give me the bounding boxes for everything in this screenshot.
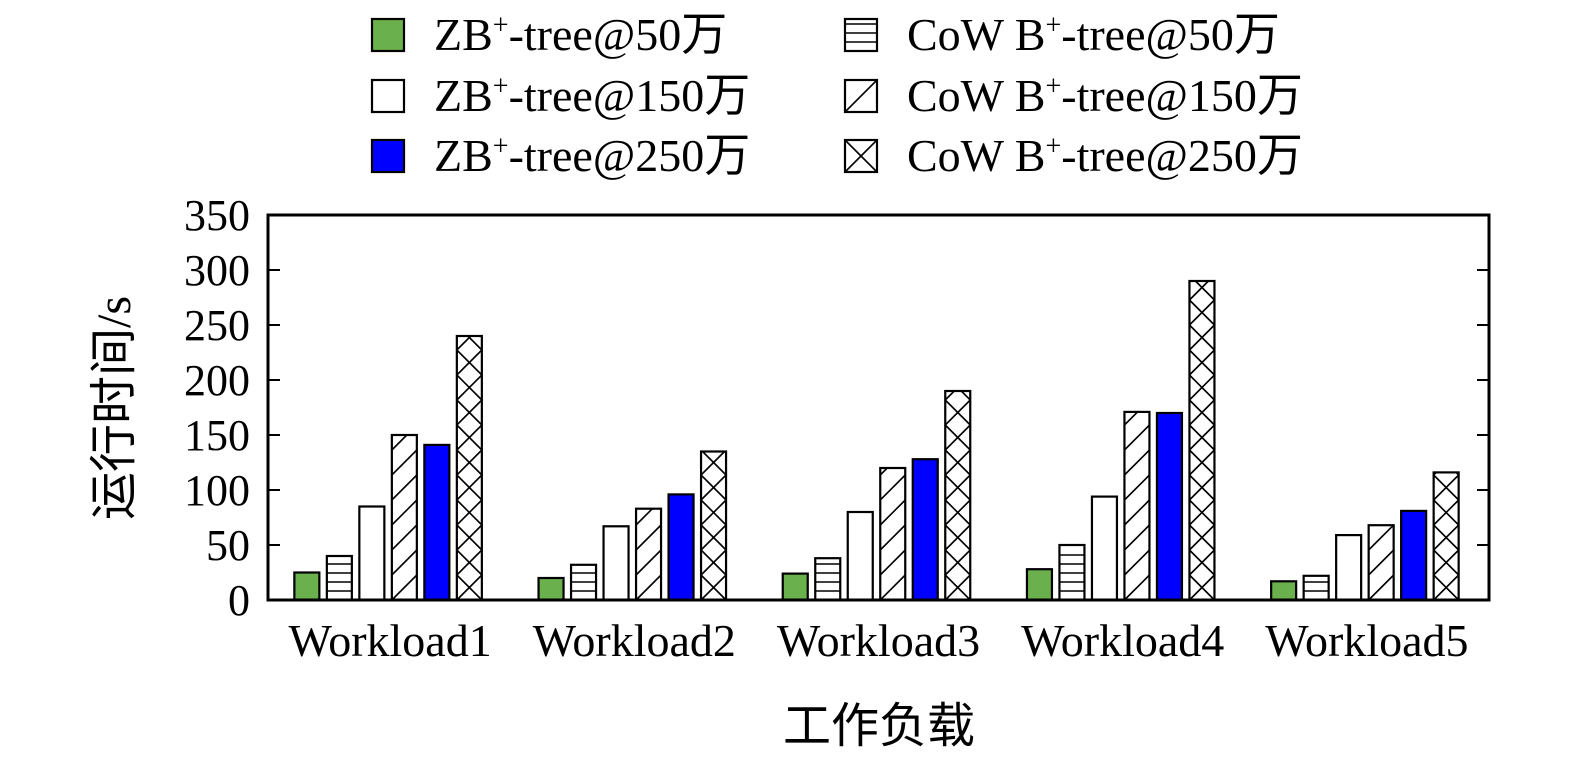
y-tick-label: 200 bbox=[184, 356, 250, 405]
x-tick-label: Workload2 bbox=[533, 615, 736, 666]
legend-label: CoW B+-tree@150万 bbox=[907, 70, 1303, 121]
bar bbox=[1025, 568, 1054, 602]
bar bbox=[814, 557, 842, 602]
bar bbox=[455, 334, 483, 602]
y-tick-label: 350 bbox=[184, 191, 250, 240]
legend-swatch bbox=[372, 80, 404, 112]
bar bbox=[1335, 533, 1363, 602]
bar bbox=[358, 505, 386, 602]
bar bbox=[1123, 410, 1151, 602]
bar bbox=[569, 563, 598, 602]
x-tick-label: Workload4 bbox=[1021, 615, 1224, 666]
bar bbox=[879, 466, 907, 602]
x-axis-title: 工作负载 bbox=[783, 700, 975, 753]
bar bbox=[846, 510, 874, 602]
bar bbox=[634, 507, 663, 602]
legend-item: ZB+-tree@150万 bbox=[370, 70, 750, 121]
y-axis: 0 50 100 150 200 250 300 350 bbox=[184, 191, 1489, 625]
legend-label: CoW B+-tree@250万 bbox=[907, 130, 1303, 181]
x-tick-label: Workload5 bbox=[1265, 615, 1468, 666]
bar bbox=[1302, 574, 1330, 602]
bar bbox=[1432, 471, 1460, 602]
legend-label: ZB+-tree@150万 bbox=[434, 70, 750, 121]
bars bbox=[293, 279, 1460, 602]
legend: ZB+-tree@50万 CoW B+-tree@50万 ZB+-tree@150万… bbox=[370, 9, 1303, 181]
bar bbox=[1090, 495, 1119, 602]
bar bbox=[325, 554, 353, 602]
bar bbox=[1188, 279, 1216, 602]
bar bbox=[1400, 509, 1428, 602]
legend-swatch bbox=[372, 19, 404, 51]
y-tick-label: 0 bbox=[228, 576, 250, 625]
legend-item: ZB+-tree@250万 bbox=[370, 130, 750, 181]
bar bbox=[602, 525, 630, 602]
bar bbox=[781, 572, 809, 602]
bar bbox=[1270, 580, 1298, 602]
bar bbox=[537, 576, 565, 602]
bar bbox=[1155, 411, 1184, 602]
legend-swatch bbox=[372, 140, 404, 172]
bar bbox=[667, 493, 695, 602]
x-axis: Workload1 Workload2 Workload3 Workload4 Work… bbox=[288, 615, 1468, 666]
bar bbox=[390, 433, 418, 602]
legend-item: ZB+-tree@50万 bbox=[370, 9, 727, 60]
y-axis-title: 运行时间/s bbox=[88, 296, 141, 520]
bar bbox=[1367, 524, 1395, 602]
x-tick-label: Workload3 bbox=[777, 615, 980, 666]
legend-label: ZB+-tree@250万 bbox=[434, 130, 750, 181]
y-tick-label: 300 bbox=[184, 246, 250, 295]
y-tick-label: 100 bbox=[184, 466, 250, 515]
bar bbox=[911, 458, 939, 602]
legend-item: CoW B+-tree@50万 bbox=[843, 9, 1280, 60]
x-tick-label: Workload1 bbox=[288, 615, 491, 666]
bar bbox=[699, 450, 728, 602]
bar bbox=[944, 389, 972, 602]
bar bbox=[293, 571, 321, 602]
bar bbox=[1058, 543, 1086, 602]
legend-item: CoW B+-tree@150万 bbox=[843, 70, 1303, 121]
legend-label: CoW B+-tree@50万 bbox=[907, 9, 1280, 60]
legend-item: CoW B+-tree@250万 bbox=[843, 130, 1303, 181]
y-tick-label: 250 bbox=[184, 301, 250, 350]
bar bbox=[423, 443, 451, 602]
y-tick-label: 150 bbox=[184, 411, 250, 460]
legend-label: ZB+-tree@50万 bbox=[434, 9, 727, 60]
y-tick-label: 50 bbox=[206, 521, 250, 570]
plot-frame bbox=[266, 213, 1491, 602]
